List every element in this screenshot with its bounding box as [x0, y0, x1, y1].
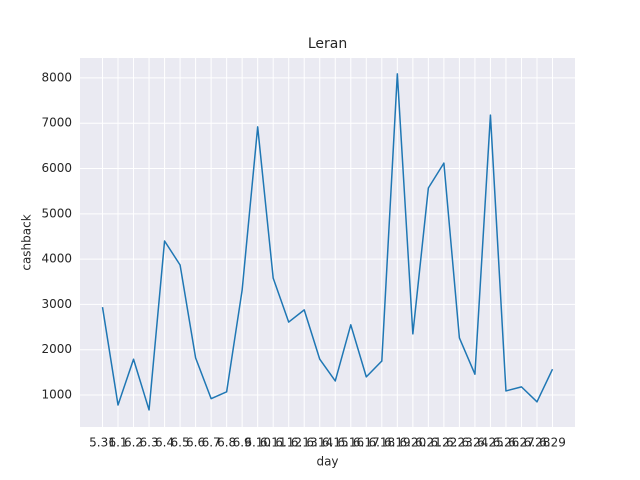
y-tick-label: 6000: [41, 161, 72, 175]
x-tick-label: 6.7: [202, 436, 221, 450]
x-tick-label: 6.20: [399, 436, 426, 450]
x-tick-label: 6.3: [140, 436, 159, 450]
x-tick-label: 6.26: [493, 436, 520, 450]
y-tick-label: 3000: [41, 297, 72, 311]
x-tick-label: 6.25: [477, 436, 504, 450]
y-tick-label: 7000: [41, 116, 72, 130]
x-tick-label: 6.13: [291, 436, 318, 450]
x-tick-label: 6.11: [260, 436, 287, 450]
y-tick-label: 1000: [41, 388, 72, 402]
x-tick-label: 6.22: [431, 436, 458, 450]
x-tick-label: 6.17: [353, 436, 380, 450]
x-tick-label: 6.29: [539, 436, 566, 450]
x-tick-label: 5.31: [89, 436, 116, 450]
x-tick-label: 6.19: [384, 436, 411, 450]
y-tick-label: 8000: [41, 70, 72, 84]
x-tick-label: 6.5: [171, 436, 190, 450]
x-tick-label: 6.4: [155, 436, 174, 450]
y-tick-label: 5000: [41, 206, 72, 220]
x-tick-label: 6.23: [446, 436, 473, 450]
x-tick-label: 6.14: [306, 436, 333, 450]
y-tick-label: 2000: [41, 342, 72, 356]
x-tick-label: 6.24: [462, 436, 489, 450]
x-tick-label: 6.8: [217, 436, 236, 450]
x-tick-label: 6.9: [233, 436, 252, 450]
x-tick-label: 6.2: [124, 436, 143, 450]
x-tick-label: 6.16: [337, 436, 364, 450]
x-tick-label: 6.28: [524, 436, 551, 450]
y-tick-label: 4000: [41, 252, 72, 266]
x-tick-label: 6.12: [275, 436, 302, 450]
x-axis-label: day: [316, 455, 338, 469]
line: [101, 73, 554, 411]
chart-title: Leran: [308, 36, 347, 52]
x-tick-label: 6.15: [322, 436, 349, 450]
x-tick-label: 6.18: [368, 436, 395, 450]
x-tick-label: 6.10: [244, 436, 271, 450]
x-tick-label: 6.6: [186, 436, 205, 450]
x-tick-label: 6.1: [108, 436, 127, 450]
x-tick-label: 6.21: [415, 436, 442, 450]
x-tick-label: 6.27: [508, 436, 535, 450]
plot-area: [80, 58, 575, 427]
y-axis-label: cashback: [20, 214, 34, 270]
